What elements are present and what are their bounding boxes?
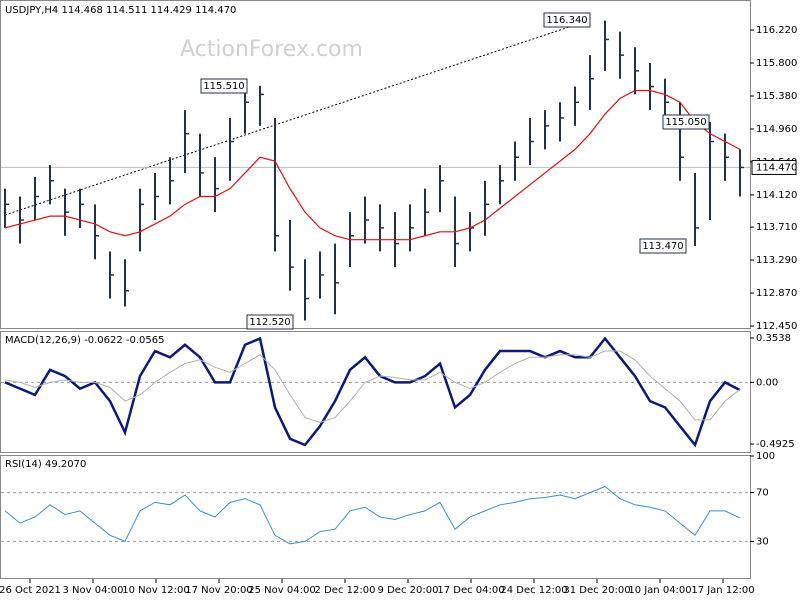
annotation-box bbox=[543, 12, 591, 28]
macd-title: MACD(12,26,9) -0.0622 -0.0565 bbox=[5, 335, 165, 346]
y-tick-label: 0.3538 bbox=[756, 333, 791, 344]
x-tick-label: 10 Nov 12:00 bbox=[122, 585, 189, 596]
y-tick-label: 114.960 bbox=[756, 124, 797, 135]
y-tick-label: 113.290 bbox=[756, 255, 797, 266]
annotation: 115.510 bbox=[203, 81, 244, 92]
x-tick-label: 17 Dec 04:00 bbox=[437, 585, 504, 596]
y-tick-label: 115.800 bbox=[756, 58, 797, 69]
annotation: 115.050 bbox=[665, 117, 706, 128]
x-tick-label: 9 Dec 20:00 bbox=[378, 585, 439, 596]
annotation-box bbox=[246, 314, 294, 330]
annotation-box bbox=[200, 78, 248, 94]
last-price-box bbox=[751, 159, 797, 175]
macd-pane bbox=[0, 331, 751, 453]
y-tick-label: 0.00 bbox=[756, 377, 778, 388]
y-tick-label: 112.450 bbox=[756, 321, 797, 332]
annotation: 113.470 bbox=[642, 241, 683, 252]
annotation-box bbox=[639, 238, 687, 254]
x-tick-label: 26 Oct 2021 bbox=[0, 585, 61, 596]
x-tick-label: 25 Nov 04:00 bbox=[248, 585, 315, 596]
y-tick-label: 100 bbox=[756, 451, 775, 462]
indicator-line bbox=[4, 336, 741, 448]
annotation: 112.520 bbox=[249, 317, 290, 328]
rsi-title: RSI(14) 49.2070 bbox=[5, 459, 86, 470]
y-tick-label: 116.220 bbox=[756, 25, 797, 36]
annotation: 116.340 bbox=[546, 15, 587, 26]
y-tick-label: 114.120 bbox=[756, 190, 797, 201]
x-tick-label: 31 Dec 20:00 bbox=[563, 585, 630, 596]
last-price-label: 114.470 bbox=[756, 162, 797, 173]
x-tick-label: 3 Nov 04:00 bbox=[62, 585, 123, 596]
annotation-box bbox=[662, 114, 710, 130]
x-tick-label: 24 Dec 12:00 bbox=[500, 585, 567, 596]
x-tick-label: 10 Jan 04:00 bbox=[628, 585, 691, 596]
watermark: ActionForex.com bbox=[180, 37, 363, 62]
x-tick-label: 2 Dec 12:00 bbox=[315, 585, 376, 596]
price-pane bbox=[0, 0, 751, 329]
indicator-line bbox=[4, 485, 741, 545]
y-tick-label: 112.870 bbox=[756, 288, 797, 299]
trend-line bbox=[4, 19, 591, 216]
y-tick-label: 113.710 bbox=[756, 222, 797, 233]
x-tick-label: 17 Jan 12:00 bbox=[691, 585, 754, 596]
y-tick-label: 115.380 bbox=[756, 91, 797, 102]
price-title: USDJPY,H4 114.468 114.511 114.429 114.47… bbox=[5, 5, 236, 16]
x-tick-label: 17 Nov 20:00 bbox=[185, 585, 252, 596]
y-tick-label: 30 bbox=[756, 536, 769, 547]
moving-average bbox=[4, 89, 741, 241]
rsi-pane bbox=[0, 455, 751, 579]
y-tick-label: -0.4925 bbox=[756, 439, 795, 450]
y-tick-label: 70 bbox=[756, 488, 769, 499]
indicator-line bbox=[4, 350, 741, 423]
